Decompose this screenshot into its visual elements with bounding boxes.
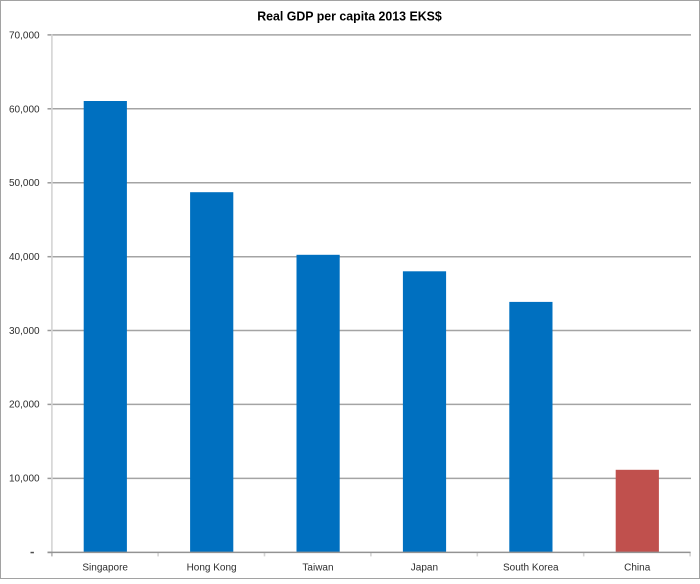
- svg-text:30,000: 30,000: [9, 326, 40, 337]
- svg-text:Taiwan: Taiwan: [302, 563, 333, 574]
- svg-text:20,000: 20,000: [9, 400, 40, 411]
- svg-text:Singapore: Singapore: [82, 563, 128, 574]
- svg-text:Real GDP per capita 2013 EKS$: Real GDP per capita 2013 EKS$: [257, 8, 442, 23]
- svg-text:China: China: [624, 563, 651, 574]
- svg-text:10,000: 10,000: [9, 474, 40, 485]
- svg-text:Japan: Japan: [411, 563, 438, 574]
- svg-text:70,000: 70,000: [9, 30, 40, 41]
- svg-text:50,000: 50,000: [9, 178, 40, 189]
- svg-text:40,000: 40,000: [9, 252, 40, 263]
- svg-text:Hong Kong: Hong Kong: [187, 563, 237, 574]
- svg-text:South Korea: South Korea: [503, 563, 559, 574]
- svg-text:60,000: 60,000: [9, 104, 40, 115]
